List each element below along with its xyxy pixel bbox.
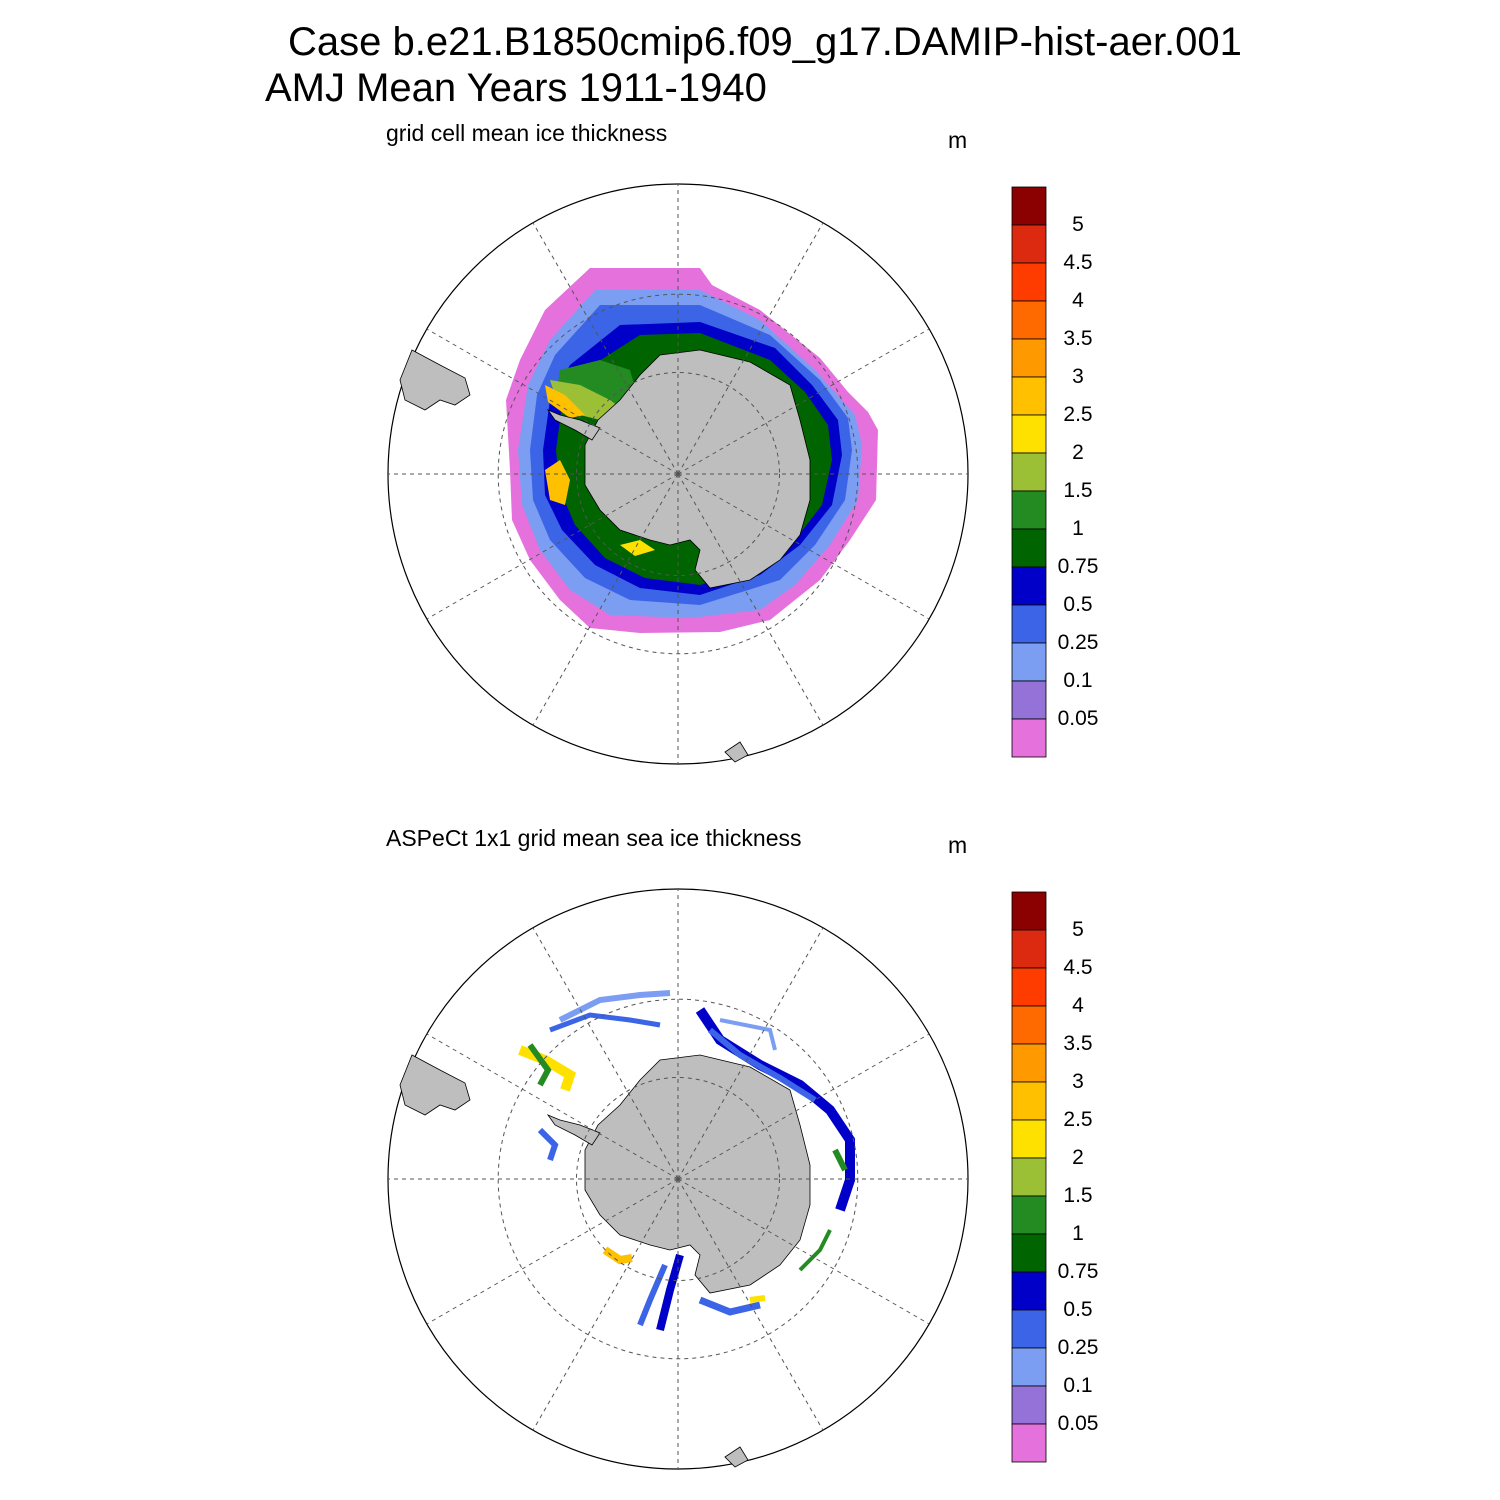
meridian-line xyxy=(677,1178,824,1431)
graticule xyxy=(388,889,968,1469)
colorbar-tick-label: 4 xyxy=(1072,289,1084,312)
colorbar-tick-label: 4.5 xyxy=(1063,251,1093,274)
colorbar-tick-label: 5 xyxy=(1072,918,1084,941)
colorbar-tick-label: 2 xyxy=(1072,441,1084,464)
colorbar-swatch xyxy=(1011,1233,1047,1273)
colorbar-swatch xyxy=(1011,642,1047,682)
colorbar-tick-label: 1.5 xyxy=(1063,1184,1093,1207)
latitude-circle xyxy=(576,372,780,576)
colorbar-tick-label: 1.5 xyxy=(1063,479,1093,502)
colorbar-swatch xyxy=(1011,490,1047,530)
meridian-line xyxy=(426,328,679,475)
meridian-line xyxy=(426,1178,679,1325)
colorbar-swatch xyxy=(1011,300,1047,340)
colorbar-swatch xyxy=(1011,1385,1047,1425)
colorbar-tick-label: 3 xyxy=(1072,365,1084,388)
colorbar-tick-label: 4.5 xyxy=(1063,956,1093,979)
colorbar-swatch xyxy=(1011,262,1047,302)
colorbar-tick-label: 0.25 xyxy=(1057,631,1099,654)
colorbar-tick-label: 3.5 xyxy=(1063,327,1093,350)
colorbar-swatch xyxy=(1011,1423,1047,1463)
colorbar-swatch xyxy=(1011,680,1047,720)
meridian-line xyxy=(532,927,679,1180)
colorbar-tick-label: 0.75 xyxy=(1057,555,1099,578)
island-landmass xyxy=(724,741,749,763)
colorbar-swatch xyxy=(1011,338,1047,378)
colorbar-swatch xyxy=(1011,1347,1047,1387)
colorbar-obs xyxy=(1011,891,1047,1463)
colorbar-tick-label: 4 xyxy=(1072,994,1084,1017)
meridian-line xyxy=(677,222,824,475)
colorbar-swatch xyxy=(1011,967,1047,1007)
figure-title-period: AMJ Mean Years 1911-1940 xyxy=(265,66,767,110)
meridian-line xyxy=(677,473,930,620)
colorbar-tick-label: 0.25 xyxy=(1057,1336,1099,1359)
colorbar-swatch xyxy=(1011,718,1047,758)
antarctic-peninsula xyxy=(546,409,601,441)
colorbar-tick-label: 3 xyxy=(1072,1070,1084,1093)
colorbar-swatch xyxy=(1011,186,1047,226)
colorbar-swatch xyxy=(1011,1119,1047,1159)
colorbar-swatch xyxy=(1011,1157,1047,1197)
meridian-line xyxy=(532,222,679,475)
colorbar-swatch xyxy=(1011,414,1047,454)
meridian-line xyxy=(532,1178,679,1431)
meridian-line xyxy=(677,473,824,726)
colorbar-tick-label: 1 xyxy=(1072,1222,1084,1245)
colorbar-swatch xyxy=(1011,452,1047,492)
colorbar-swatch xyxy=(1011,1309,1047,1349)
panel-label-model: grid cell mean ice thickness xyxy=(386,120,668,146)
meridian-line xyxy=(532,473,679,726)
south-america-landmass xyxy=(399,349,471,411)
meridian-line xyxy=(426,1033,679,1180)
colorbar-swatch xyxy=(1011,1043,1047,1083)
panel-label-obs: ASPeCt 1x1 grid mean sea ice thickness xyxy=(386,825,802,851)
colorbar-swatch xyxy=(1011,604,1047,644)
polar-map-model xyxy=(387,183,969,765)
colorbar-tick-label: 0.5 xyxy=(1063,593,1093,616)
colorbar-swatch xyxy=(1011,528,1047,568)
colorbar-swatch xyxy=(1011,1005,1047,1045)
latitude-circle xyxy=(576,1077,780,1281)
colorbar-tick-label: 0.1 xyxy=(1063,1374,1093,1397)
meridian-line xyxy=(677,328,930,475)
meridian-line xyxy=(677,927,824,1180)
colorbar-swatch xyxy=(1011,891,1047,931)
colorbar-swatch xyxy=(1011,566,1047,606)
colorbar-tick-label: 3.5 xyxy=(1063,1032,1093,1055)
colorbar-tick-label: 2.5 xyxy=(1063,1108,1093,1131)
colorbar-tick-label: 0.05 xyxy=(1057,707,1099,730)
south-america-landmass xyxy=(399,1054,471,1116)
colorbar-swatch xyxy=(1011,1081,1047,1121)
meridian-line xyxy=(677,1178,930,1325)
colorbar-swatch xyxy=(1011,1195,1047,1235)
colorbar-tick-label: 0.5 xyxy=(1063,1298,1093,1321)
colorbar-tick-label: 0.1 xyxy=(1063,669,1093,692)
colorbar-tick-label: 0.75 xyxy=(1057,1260,1099,1283)
sea-ice-observations xyxy=(518,990,855,1331)
units-label-obs: m xyxy=(948,832,968,858)
colorbar-tick-label: 1 xyxy=(1072,517,1084,540)
antarctic-peninsula xyxy=(546,1114,601,1146)
colorbar-swatch xyxy=(1011,224,1047,264)
colorbar-model xyxy=(1011,186,1047,758)
units-label-model: m xyxy=(948,127,968,153)
colorbar-tick-label: 2 xyxy=(1072,1146,1084,1169)
figure-title-case: Case b.e21.B1850cmip6.f09_g17.DAMIP-hist… xyxy=(288,20,1242,64)
graticule xyxy=(388,184,968,764)
colorbar-swatch xyxy=(1011,1271,1047,1311)
colorbar-tick-label: 0.05 xyxy=(1057,1412,1099,1435)
meridian-line xyxy=(426,473,679,620)
island-landmass xyxy=(724,1446,749,1468)
polar-map-obs xyxy=(387,888,969,1470)
colorbar-tick-label: 2.5 xyxy=(1063,403,1093,426)
colorbar-tick-label: 5 xyxy=(1072,213,1084,236)
colorbar-swatch xyxy=(1011,376,1047,416)
colorbar-swatch xyxy=(1011,929,1047,969)
meridian-line xyxy=(677,1033,930,1180)
